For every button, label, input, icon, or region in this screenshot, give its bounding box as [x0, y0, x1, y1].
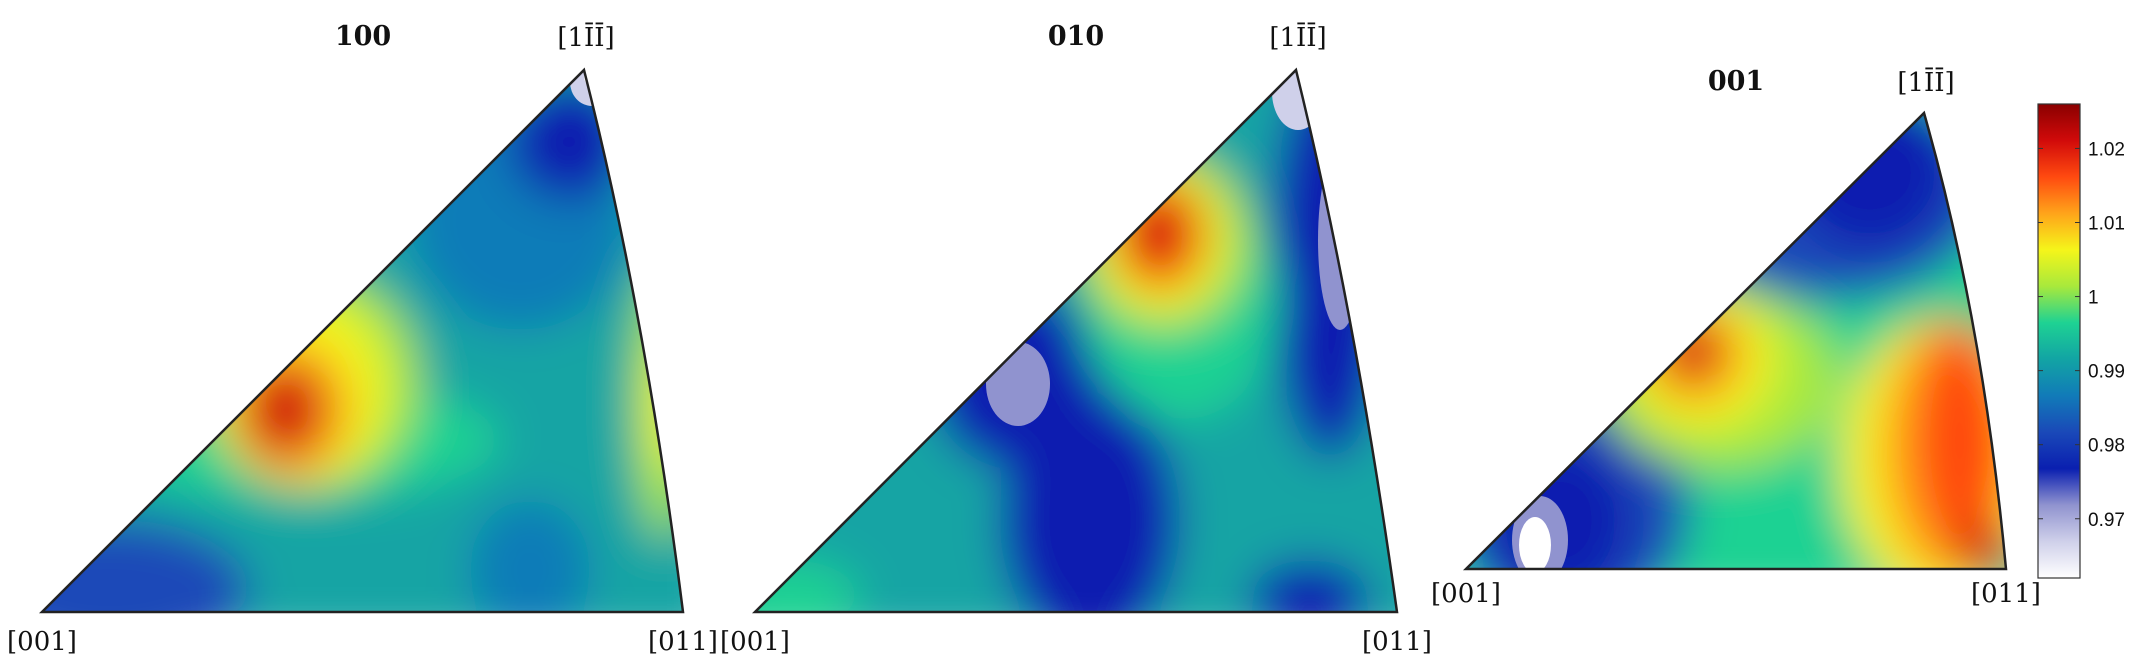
ipf-plot-010: [751, 67, 1399, 614]
colorbar-tick-label: 1.02: [2088, 139, 2125, 160]
corner-label-111: [1ĪĪ]: [1269, 22, 1326, 53]
colorbar-gradient: [2037, 103, 2081, 579]
colorbar-tick-label: 0.99: [2088, 362, 2125, 383]
plot-title-100: 100: [335, 21, 391, 52]
corner-label-001: [001]: [7, 627, 77, 657]
colorbar-tick-label: 1.01: [2088, 214, 2125, 235]
corner-label-001: [001]: [720, 627, 790, 657]
corner-label-011: [011]: [1362, 627, 1432, 657]
corner-label-001: [001]: [1431, 579, 1501, 609]
colorbar-tick-label: 0.98: [2088, 436, 2125, 457]
corner-label-011: [011]: [1971, 579, 2041, 609]
ipf-plot-001: [1462, 110, 2008, 571]
colorbar: 0.97 0.98 0.99 1 1.01 1.02: [2037, 103, 2125, 579]
colorbar-tick-label: 0.97: [2088, 510, 2125, 531]
colorbar-tick-label: 1: [2088, 288, 2099, 309]
plot-title-010: 010: [1048, 21, 1104, 52]
corner-label-011: [011]: [648, 627, 718, 657]
ipf-plot-100: [38, 67, 685, 614]
corner-label-111: [1ĪĪ]: [557, 22, 614, 53]
corner-label-111: [1ĪĪ]: [1897, 67, 1954, 98]
plot-title-001: 001: [1708, 66, 1764, 97]
